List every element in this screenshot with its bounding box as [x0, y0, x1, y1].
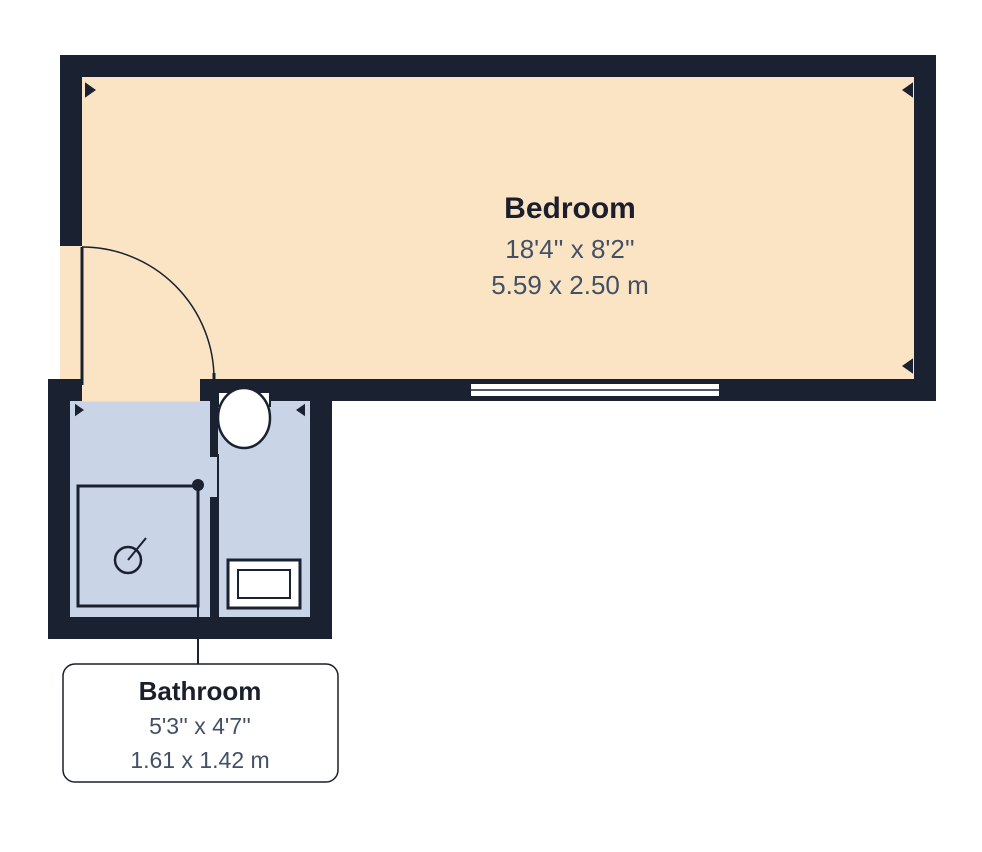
bathroom-title: Bathroom [139, 676, 262, 706]
floor-plan: Bedroom 18'4'' x 8'2'' 5.59 x 2.50 m Bathro… [0, 0, 982, 852]
bathroom-dim-imperial: 5'3'' x 4'7'' [149, 713, 251, 739]
bathroom-partition [210, 401, 218, 617]
toilet-icon [218, 388, 270, 448]
bedroom-dim-metric: 5.59 x 2.50 m [491, 270, 649, 300]
bedroom-dim-imperial: 18'4'' x 8'2'' [505, 234, 635, 264]
bathroom-dim-metric: 1.61 x 1.42 m [130, 747, 269, 773]
bedroom-title: Bedroom [504, 192, 636, 225]
bedroom-floor [82, 77, 914, 379]
